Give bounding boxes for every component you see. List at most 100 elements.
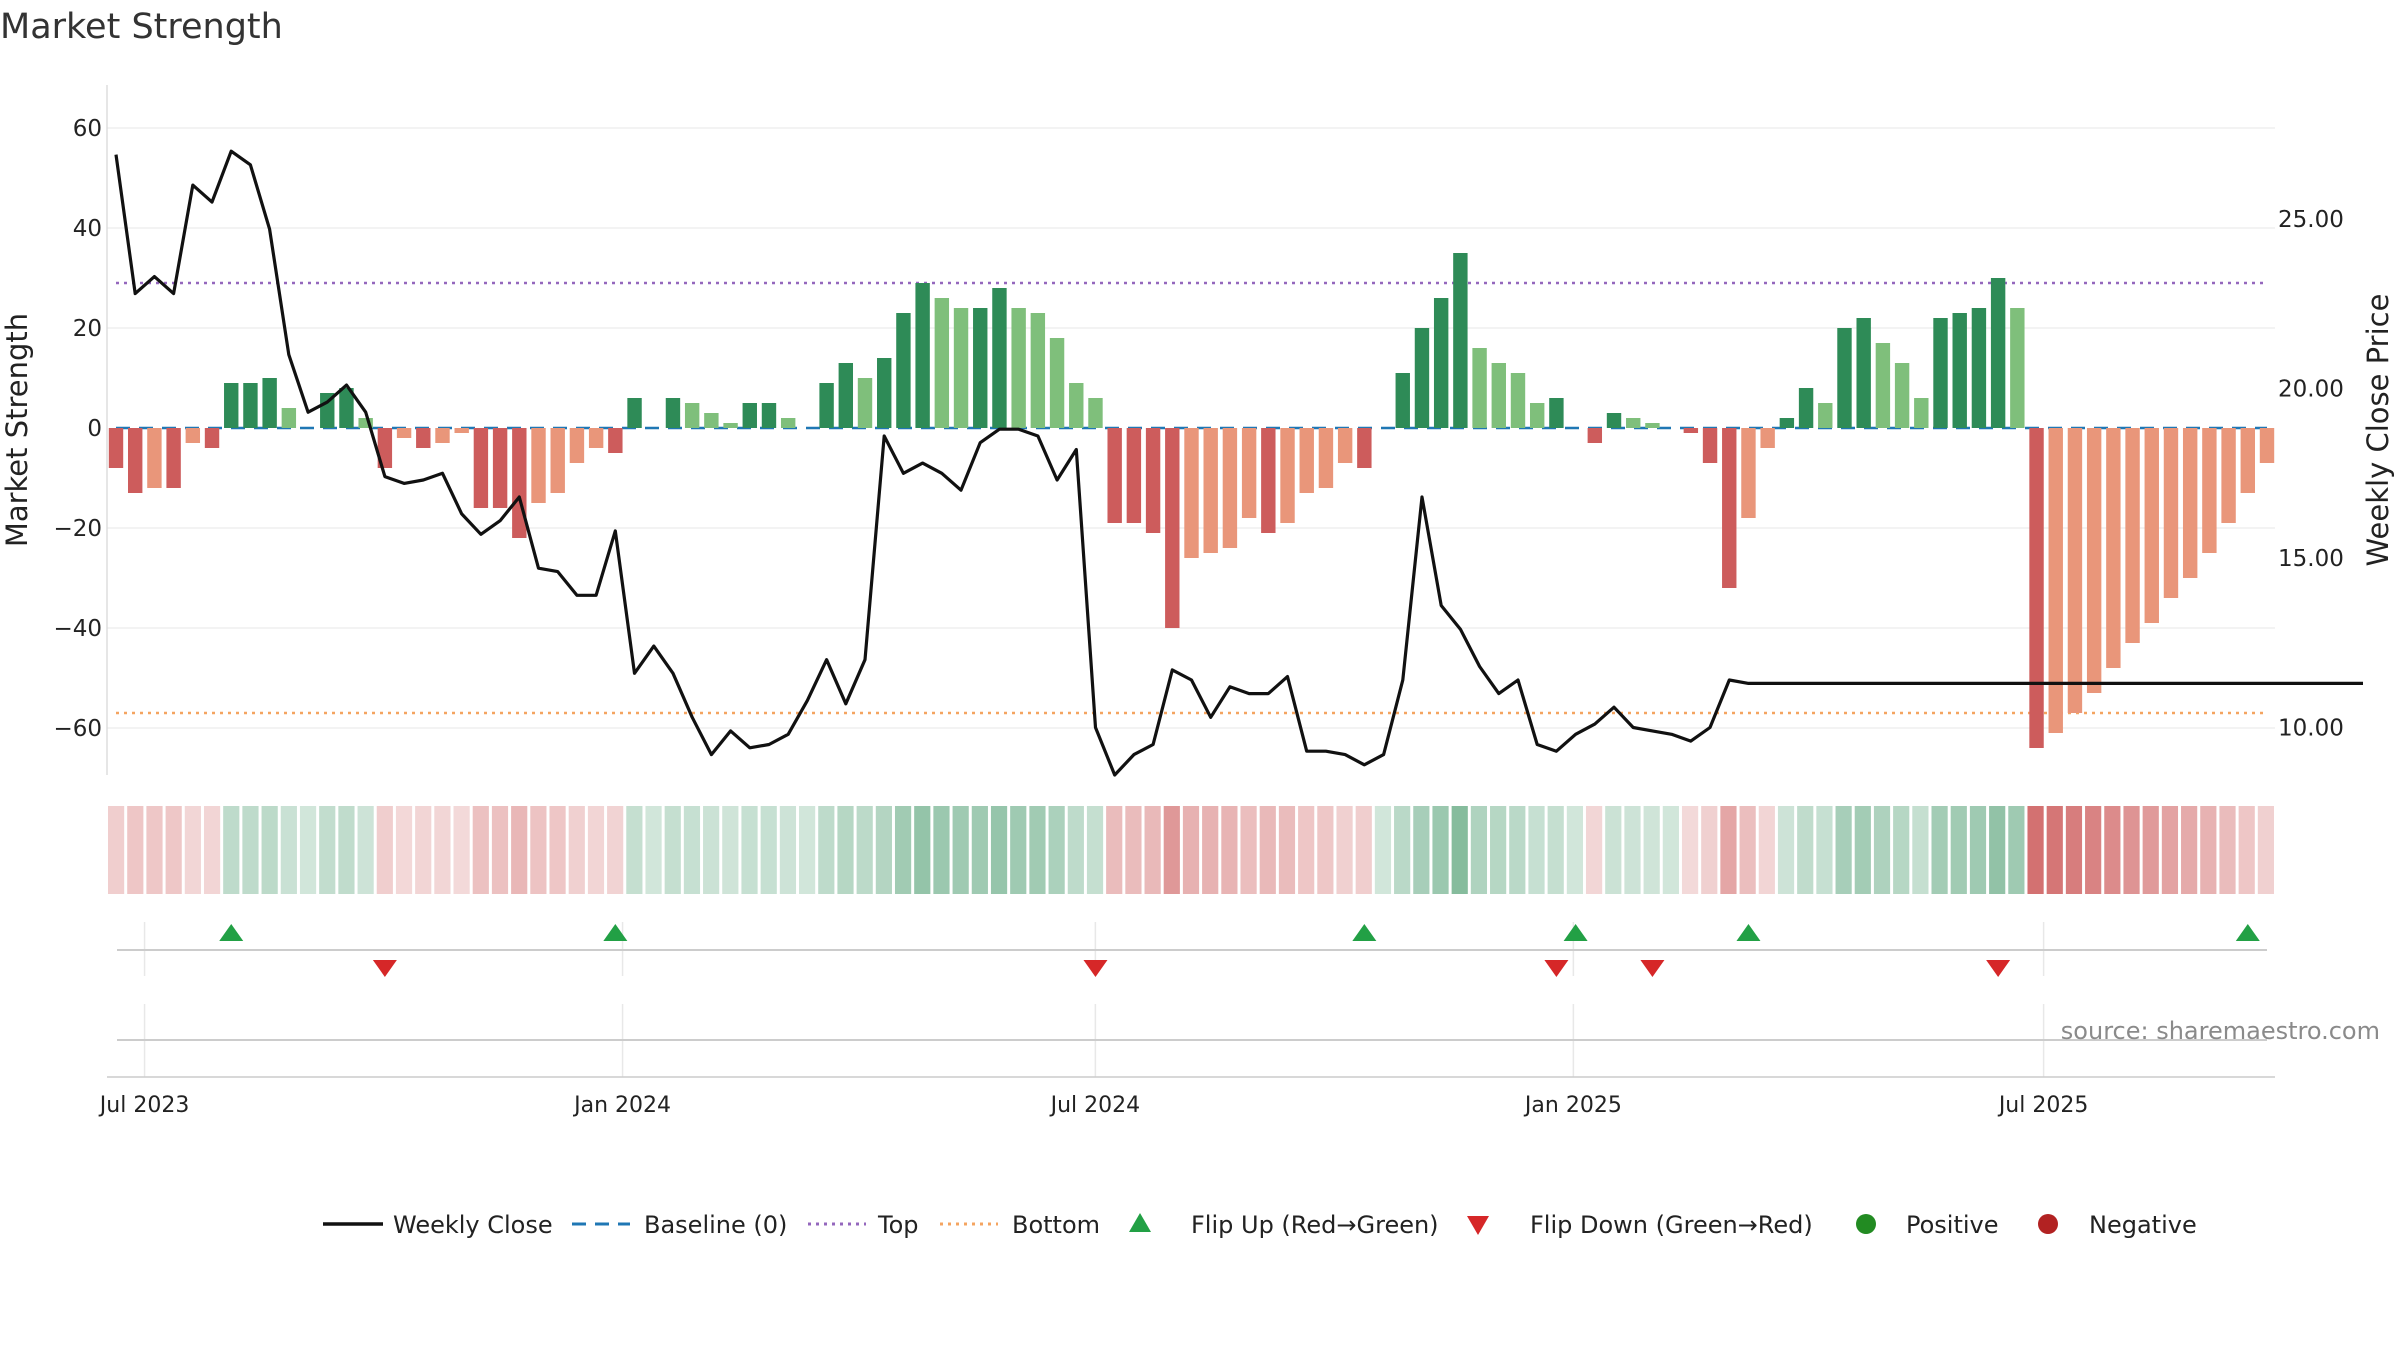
legend-flip-up-icon bbox=[1129, 1213, 1151, 1232]
flip-up-marker bbox=[1352, 924, 1377, 941]
y-tick-label: 60 bbox=[73, 116, 102, 142]
weekly-close-series bbox=[114, 149, 2363, 777]
legend-baseline: Baseline (0) bbox=[644, 1211, 787, 1239]
strength-strip-cell bbox=[1259, 806, 1276, 894]
strength-bar bbox=[2086, 428, 2102, 693]
strength-strip-cell bbox=[2238, 806, 2255, 894]
strength-bar bbox=[1472, 348, 1487, 428]
strength-bar bbox=[1165, 428, 1180, 628]
legend-negative: Negative bbox=[2089, 1211, 2197, 1239]
strength-bar bbox=[224, 383, 239, 428]
strength-strip-cell bbox=[1202, 806, 1219, 894]
strength-strip-cell bbox=[1739, 806, 1756, 894]
y2-tick-label: 15.00 bbox=[2278, 546, 2344, 572]
strength-strip-cell bbox=[299, 806, 317, 894]
strength-strip-cell bbox=[952, 806, 969, 894]
strength-strip-cell bbox=[1854, 806, 1871, 894]
strength-bar bbox=[1491, 363, 1506, 428]
strength-bar bbox=[1280, 428, 1295, 523]
strength-strip-cell bbox=[1010, 806, 1027, 894]
strength-bar bbox=[1529, 403, 1545, 428]
strength-bar bbox=[358, 418, 373, 428]
strength-strip-cell bbox=[1547, 806, 1564, 894]
flip-down-marker bbox=[372, 960, 397, 977]
y2-tick-label: 20.00 bbox=[2278, 377, 2344, 403]
strength-bar bbox=[1875, 343, 1891, 428]
flip-up-marker bbox=[1736, 924, 1761, 941]
strength-bar bbox=[915, 283, 930, 428]
strength-bar bbox=[1856, 318, 1871, 428]
strength-strip-cell bbox=[376, 806, 393, 894]
strength-strip-cell bbox=[1777, 806, 1795, 894]
strength-bar bbox=[128, 428, 143, 493]
x-tick-label: Jan 2024 bbox=[572, 1093, 671, 1118]
strength-strip-cell bbox=[1470, 806, 1488, 894]
strength-strip-cell bbox=[2046, 806, 2063, 894]
strength-strip-cell bbox=[127, 806, 144, 894]
strength-strip-cell bbox=[1528, 806, 1545, 894]
legend-bottom: Bottom bbox=[1012, 1211, 1100, 1239]
strength-strip-cell bbox=[395, 806, 413, 894]
strength-strip-cell bbox=[108, 806, 125, 894]
strength-bar bbox=[1971, 308, 1987, 428]
strength-bar bbox=[627, 398, 642, 428]
strength-strip-cell bbox=[1585, 806, 1603, 894]
strength-bar bbox=[1990, 278, 2006, 428]
x-tick-label: Jul 2024 bbox=[1049, 1093, 1141, 1118]
strength-bar bbox=[1203, 428, 1218, 553]
strength-strip-cell bbox=[453, 806, 470, 894]
strength-strip-cell bbox=[1701, 806, 1718, 894]
strength-strip-cell bbox=[1451, 806, 1468, 894]
strength-bar bbox=[1894, 363, 1910, 428]
flip-up-marker bbox=[219, 924, 244, 941]
strength-strip-cell bbox=[223, 806, 240, 894]
strength-strip-cell bbox=[1989, 806, 2006, 894]
strength-bar bbox=[1433, 298, 1449, 428]
strength-bar bbox=[588, 428, 604, 448]
strength-bar bbox=[1645, 423, 1660, 428]
strength-strip-cell bbox=[1797, 806, 1814, 894]
strength-bar bbox=[2048, 428, 2063, 733]
strength-bar bbox=[320, 393, 335, 428]
strength-strip-cell bbox=[607, 806, 624, 894]
strength-strip-cell bbox=[1413, 806, 1430, 894]
strength-strip-cell bbox=[1432, 806, 1449, 894]
strength-strip-cell bbox=[2257, 806, 2274, 894]
strength-bar bbox=[108, 428, 124, 468]
strength-bar bbox=[243, 383, 258, 428]
legend-flip-up: Flip Up (Red→Green) bbox=[1191, 1211, 1439, 1239]
strength-bar bbox=[2221, 428, 2236, 523]
strength-strip-cell bbox=[1374, 806, 1392, 894]
strength-bar bbox=[1299, 428, 1314, 493]
strength-bar bbox=[1510, 373, 1526, 428]
strength-bar bbox=[934, 298, 950, 428]
y2-tick-label: 25.00 bbox=[2278, 207, 2344, 233]
legend-negative-dot-icon bbox=[2038, 1214, 2058, 1234]
strength-bar bbox=[435, 428, 450, 443]
strength-strip-cell bbox=[261, 806, 278, 894]
legend-positive: Positive bbox=[1906, 1211, 1999, 1239]
strength-bar bbox=[1760, 428, 1775, 448]
strength-bar bbox=[1011, 308, 1026, 428]
strength-strip-cell bbox=[971, 806, 988, 894]
strength-bar bbox=[1779, 418, 1795, 428]
strength-bar bbox=[1702, 428, 1718, 463]
strength-bar bbox=[2125, 428, 2140, 643]
strength-bar bbox=[396, 428, 412, 438]
strength-strip-cell bbox=[511, 806, 528, 894]
strength-bar bbox=[1626, 418, 1641, 428]
strength-bar bbox=[2067, 428, 2083, 713]
strength-strip-cell bbox=[319, 806, 336, 894]
strength-bars bbox=[108, 253, 2275, 748]
strength-strip-cell bbox=[1067, 806, 1084, 894]
strength-bar bbox=[1587, 428, 1603, 443]
strength-bar bbox=[1453, 253, 1468, 428]
strength-bar bbox=[1818, 403, 1833, 428]
strength-bar bbox=[684, 403, 700, 428]
strength-bar bbox=[1145, 428, 1161, 533]
legend: Weekly Close Baseline (0) Top Bottom Fli… bbox=[323, 1211, 2197, 1239]
y-tick-label: 0 bbox=[87, 416, 102, 442]
strength-bar bbox=[1414, 328, 1430, 428]
strength-strip-cell bbox=[491, 806, 509, 894]
